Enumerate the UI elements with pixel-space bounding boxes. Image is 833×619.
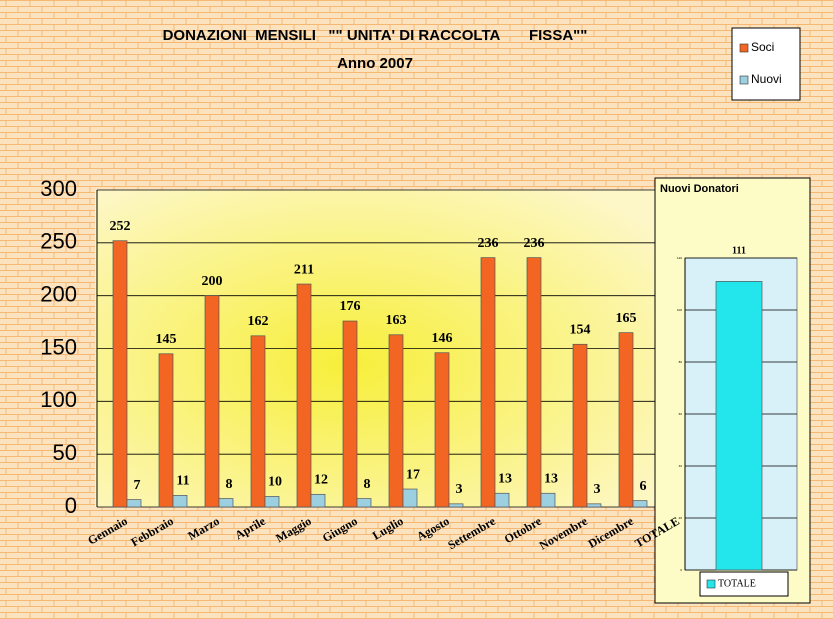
legend-swatch xyxy=(706,579,716,589)
bar xyxy=(172,495,188,508)
data-label: 154 xyxy=(570,322,591,337)
bar xyxy=(342,320,358,508)
bar xyxy=(618,332,634,508)
data-label: 17 xyxy=(406,467,420,482)
bar xyxy=(480,257,496,508)
data-label: 11 xyxy=(176,474,189,489)
y-tick-label: 150 xyxy=(40,334,77,359)
bar xyxy=(572,343,588,508)
data-label: 236 xyxy=(524,236,545,251)
bar xyxy=(388,334,404,508)
legend-label: Nuovi xyxy=(751,72,782,86)
legend-label: TOTALE xyxy=(718,578,756,589)
legend-swatch xyxy=(739,43,749,53)
data-label: 165 xyxy=(616,311,637,326)
data-label: 12 xyxy=(314,473,328,488)
data-label: 146 xyxy=(432,331,453,346)
legend-label: Soci xyxy=(751,40,774,54)
bar xyxy=(204,295,220,508)
bar xyxy=(126,499,142,508)
data-label: 8 xyxy=(364,477,371,492)
bar xyxy=(264,496,280,508)
data-label: 6 xyxy=(640,479,647,494)
inset-title: Nuovi Donatori xyxy=(660,183,739,195)
y-tick-label: 50 xyxy=(53,440,77,465)
data-label: 163 xyxy=(386,313,407,328)
bar xyxy=(632,500,648,508)
bar xyxy=(586,503,602,508)
data-label: 10 xyxy=(268,475,282,490)
data-label: 3 xyxy=(456,482,463,497)
y-tick-label: 250 xyxy=(40,229,77,254)
data-label: 7 xyxy=(134,478,141,493)
bar xyxy=(296,283,312,508)
bar xyxy=(402,488,418,508)
y-tick-label: 120 xyxy=(677,256,682,260)
data-label: 111 xyxy=(732,246,746,257)
bar xyxy=(218,498,234,508)
data-label: 13 xyxy=(498,471,512,486)
y-tick-label: 80 xyxy=(679,360,683,364)
data-label: 145 xyxy=(156,332,177,347)
data-label: 8 xyxy=(226,477,233,492)
y-tick-label: 200 xyxy=(40,281,77,306)
y-tick-label: 100 xyxy=(677,308,682,312)
bar xyxy=(715,281,763,571)
bar xyxy=(158,353,174,508)
legend-swatch xyxy=(739,75,749,85)
chart-title: DONAZIONI MENSILI "" UNITA' DI RACCOLTA … xyxy=(163,27,588,44)
bar xyxy=(112,240,128,508)
bar xyxy=(250,335,266,508)
y-tick-label: 40 xyxy=(679,464,683,468)
bar xyxy=(540,492,556,508)
bar xyxy=(356,498,372,508)
legend xyxy=(731,27,801,101)
y-tick-label: 0 xyxy=(65,493,77,518)
y-tick-label: 100 xyxy=(40,387,77,412)
bar xyxy=(526,257,542,508)
data-label: 211 xyxy=(294,262,314,277)
data-label: 176 xyxy=(340,299,361,314)
bar xyxy=(448,503,464,508)
y-tick-label: 60 xyxy=(679,412,683,416)
data-label: 236 xyxy=(478,236,499,251)
bar xyxy=(310,493,326,508)
data-label: 200 xyxy=(202,274,223,289)
data-label: 162 xyxy=(248,314,269,329)
data-label: 13 xyxy=(544,471,558,486)
data-label: 252 xyxy=(110,219,131,234)
chart-subtitle: Anno 2007 xyxy=(337,55,413,72)
y-tick-label: 20 xyxy=(679,516,683,520)
bar xyxy=(434,352,450,508)
bar xyxy=(494,492,510,508)
y-tick-label: 0 xyxy=(680,568,682,572)
data-label: 3 xyxy=(594,482,601,497)
y-tick-label: 300 xyxy=(40,176,77,201)
